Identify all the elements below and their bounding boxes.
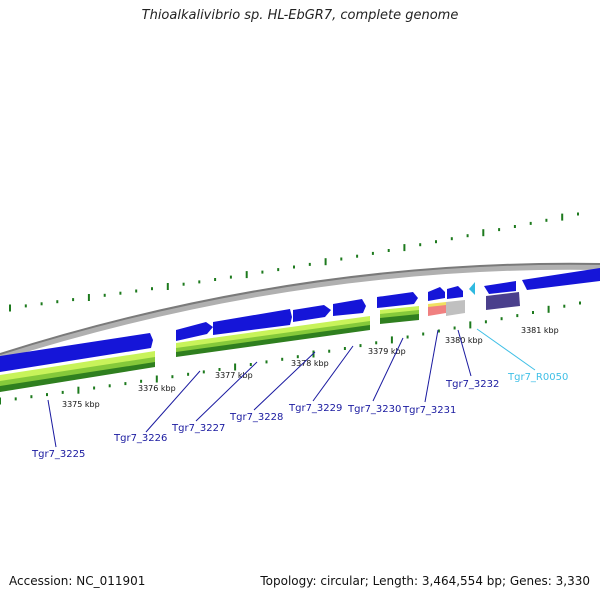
accession-text: Accession: NC_011901 [9,574,146,588]
scale-label: 3378 kbp [291,359,329,368]
trna-label[interactable]: Tgr7_R0050 [507,372,568,383]
gene-arrow-tgr7-3229[interactable] [333,299,366,316]
gene-arrow-tgr7-3232[interactable] [447,286,463,299]
gene-arrow-tgr7-3225[interactable] [0,333,153,372]
genome-backbone [0,262,600,360]
gene-arrow-tgr7-3226[interactable] [176,322,213,341]
gene-label[interactable]: Tgr7_3229 [288,403,342,414]
scale-label: 3381 kbp [521,326,559,335]
scale-label: 3376 kbp [138,384,176,393]
forward-strand-features [0,268,600,372]
gene-label[interactable]: Tgr7_3225 [31,449,85,460]
gene-arrow-tgr7-3227[interactable] [213,309,292,335]
trna-marker-tgr7-r0050[interactable] [469,282,475,295]
gene-arrow-tgr7-3230[interactable] [377,292,418,308]
genome-summary-text: Topology: circular; Length: 3,464,554 bp… [260,574,590,588]
gene-label[interactable]: Tgr7_3226 [113,433,167,444]
gene-label[interactable]: Tgr7_3230 [347,404,401,415]
scale-label: 3377 kbp [215,371,253,380]
scale-label: 3375 kbp [62,400,100,409]
gene-arrow-tgr7-3231[interactable] [428,287,445,301]
gene-arrow-unlabeled-b[interactable] [522,268,600,290]
gene-arrow-unlabeled-a[interactable] [484,281,516,294]
gene-label[interactable]: Tgr7_3228 [229,412,283,423]
scale-label: 3380 kbp [445,336,483,345]
outer-tick-row [9,212,579,312]
gene-label[interactable]: Tgr7_3231 [402,405,456,416]
scale-labels: 3375 kbp 3376 kbp 3377 kbp 3378 kbp 3379… [62,326,559,409]
annotation-bands [0,292,520,392]
scale-label: 3379 kbp [368,347,406,356]
gene-arrow-tgr7-3228[interactable] [293,305,331,322]
leader-lines [47,328,536,448]
gene-labels: Tgr7_3225 Tgr7_3226 Tgr7_3227 Tgr7_3228 … [31,372,568,460]
map-title: Thioalkalivibrio sp. HL-EbGR7, complete … [141,8,459,23]
gene-label[interactable]: Tgr7_3232 [445,379,499,390]
gene-label[interactable]: Tgr7_3227 [171,423,225,434]
